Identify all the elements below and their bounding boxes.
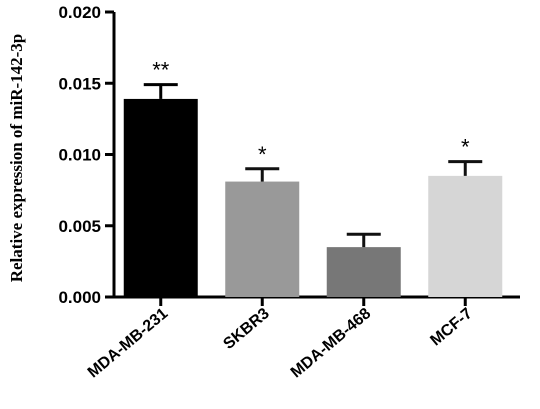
y-tick-label: 0.020 (58, 3, 101, 22)
significance-label: ** (152, 58, 170, 83)
y-tick-label: 0.000 (58, 288, 101, 307)
bar (123, 98, 198, 297)
significance-label: * (258, 142, 267, 167)
bar (225, 181, 300, 297)
significance-label: * (461, 135, 470, 160)
x-tick-label: MDA-MB-231 (85, 305, 172, 382)
x-tick-label: MDA-MB-468 (288, 305, 375, 382)
x-tick-label: SKBR3 (220, 305, 273, 353)
y-tick-label: 0.010 (58, 146, 101, 165)
bar (326, 247, 401, 297)
x-tick-label: MCF-7 (427, 305, 475, 350)
bar (428, 175, 503, 297)
y-tick-label: 0.015 (58, 74, 101, 93)
y-tick-label: 0.005 (58, 217, 101, 236)
y-axis-label: Relative expression of miR-142-3p (7, 34, 26, 283)
